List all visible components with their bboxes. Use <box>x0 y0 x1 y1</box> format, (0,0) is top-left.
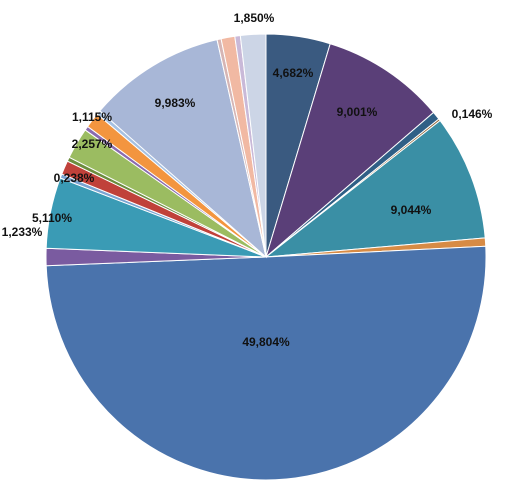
pie-data-label-0: 4,682% <box>273 66 314 80</box>
pie-data-label-10: 0,238% <box>54 171 95 185</box>
pie-data-label-14: 1,115% <box>72 110 112 124</box>
pie-data-label-4: 9,044% <box>391 203 432 217</box>
pie-slice-16 <box>99 38 267 259</box>
pie-data-label-8: 5,110% <box>32 211 72 225</box>
pie-data-label-7: 1,233% <box>2 225 43 239</box>
pie-data-label-16: 9,983% <box>155 96 196 110</box>
pie-labels: 4,682% 9,001% 0,146% 9,044% 49,804% 1,233%5,1… <box>2 11 493 349</box>
pie-data-label-3: 0,146% <box>452 107 493 121</box>
pie-slice-1 <box>265 43 435 259</box>
pie-slice-4 <box>264 119 486 258</box>
pie-data-label-6: 49,804% <box>242 335 290 349</box>
pie-data-label-20: 1,850% <box>234 11 275 25</box>
pie-data-label-12: 2,257% <box>72 137 113 151</box>
pie-slices <box>45 33 487 481</box>
pie-data-label-1: 9,001% <box>337 105 378 119</box>
pie-slice-6 <box>45 245 487 481</box>
pie-slice-20 <box>239 33 267 258</box>
